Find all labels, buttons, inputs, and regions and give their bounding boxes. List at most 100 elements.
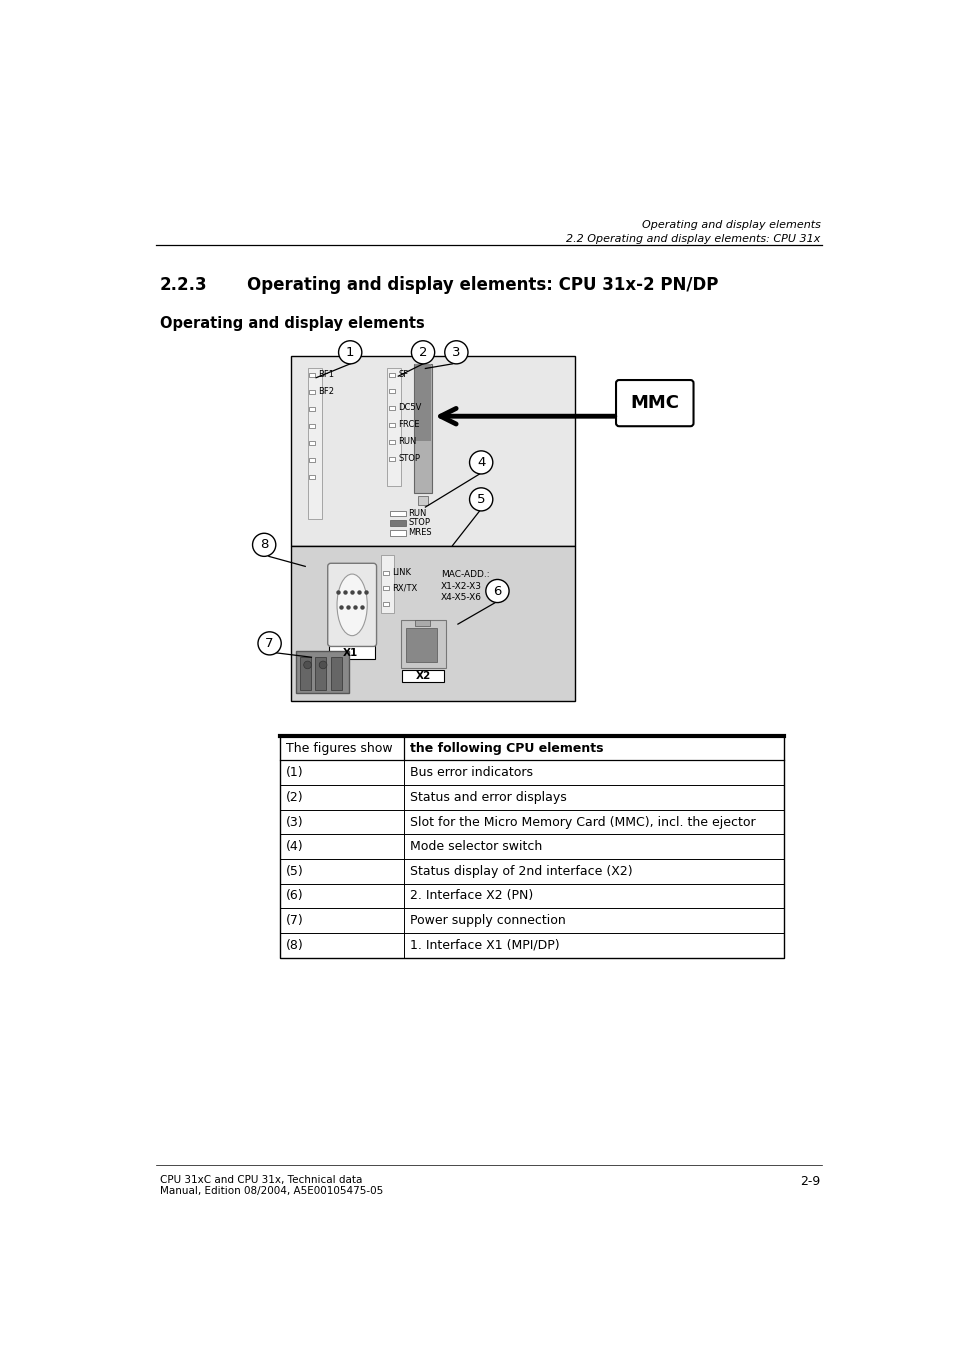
Bar	[279, 859, 783, 884]
Text: RUN: RUN	[408, 509, 426, 517]
Text: 2. Interface X2 (PN): 2. Interface X2 (PN)	[410, 889, 533, 902]
Circle shape	[253, 534, 275, 557]
Text: MRES: MRES	[408, 528, 432, 536]
Text: 8: 8	[260, 538, 268, 551]
Bar	[387, 367, 401, 485]
Bar	[309, 373, 315, 377]
Text: BF2: BF2	[317, 388, 334, 396]
Bar	[279, 785, 783, 809]
Bar	[402, 670, 443, 682]
Bar	[390, 520, 406, 526]
Text: 2-9: 2-9	[800, 1174, 820, 1188]
Text: (7): (7)	[286, 915, 303, 927]
Text: FRCE: FRCE	[397, 420, 419, 430]
Text: Bus error indicators: Bus error indicators	[410, 766, 533, 780]
Bar	[382, 571, 389, 574]
Bar	[295, 651, 348, 693]
Text: X1-X2-X3: X1-X2-X3	[440, 582, 481, 590]
Bar	[279, 761, 783, 785]
Text: X1: X1	[342, 647, 357, 658]
Text: (2): (2)	[286, 790, 303, 804]
Text: 7: 7	[265, 636, 274, 650]
Text: 3: 3	[452, 346, 460, 359]
Text: (3): (3)	[286, 816, 303, 828]
Text: 5: 5	[476, 493, 485, 505]
Text: the following CPU elements: the following CPU elements	[410, 742, 602, 755]
Text: X4-X5-X6: X4-X5-X6	[440, 593, 481, 603]
Bar	[329, 644, 375, 659]
FancyBboxPatch shape	[328, 563, 376, 646]
Text: (6): (6)	[286, 889, 303, 902]
Bar	[381, 555, 394, 612]
Bar	[389, 389, 395, 393]
Text: Status display of 2nd interface (X2): Status display of 2nd interface (X2)	[410, 865, 632, 878]
Text: 1. Interface X1 (MPI/DP): 1. Interface X1 (MPI/DP)	[410, 939, 558, 951]
Ellipse shape	[336, 574, 367, 636]
Text: Operating and display elements: Operating and display elements	[641, 220, 820, 230]
Bar	[382, 601, 389, 605]
Circle shape	[411, 340, 435, 363]
Circle shape	[257, 632, 281, 655]
Text: STOP: STOP	[408, 517, 430, 527]
Text: 2.2.3: 2.2.3	[159, 276, 207, 295]
Bar	[415, 620, 430, 627]
Bar	[279, 908, 783, 934]
Bar	[307, 367, 321, 519]
FancyBboxPatch shape	[616, 380, 693, 426]
Text: Operating and display elements: Operating and display elements	[159, 316, 424, 331]
Bar	[309, 390, 315, 394]
Bar	[390, 530, 406, 535]
Text: Manual, Edition 08/2004, A5E00105475-05: Manual, Edition 08/2004, A5E00105475-05	[159, 1186, 382, 1196]
Text: 4: 4	[476, 455, 485, 469]
Circle shape	[303, 661, 311, 669]
Text: LINK: LINK	[392, 567, 411, 577]
Bar	[389, 423, 395, 427]
Bar	[309, 458, 315, 462]
Text: RUN: RUN	[397, 438, 416, 446]
Circle shape	[469, 488, 493, 511]
Text: CPU 31xC and CPU 31x, Technical data: CPU 31xC and CPU 31x, Technical data	[159, 1174, 361, 1185]
Bar	[417, 496, 428, 505]
Bar	[291, 357, 575, 546]
Bar	[279, 884, 783, 908]
Text: (1): (1)	[286, 766, 303, 780]
Circle shape	[469, 451, 493, 474]
Bar	[279, 736, 783, 958]
Bar	[291, 546, 575, 701]
Text: RX/TX: RX/TX	[392, 584, 416, 593]
Bar	[279, 835, 783, 859]
Bar	[406, 628, 436, 662]
Bar	[279, 809, 783, 835]
Bar	[309, 407, 315, 411]
Text: Slot for the Micro Memory Card (MMC), incl. the ejector: Slot for the Micro Memory Card (MMC), in…	[410, 816, 755, 828]
Text: The figures show: The figures show	[286, 742, 392, 755]
Text: Operating and display elements: CPU 31x-2 PN/DP: Operating and display elements: CPU 31x-…	[247, 276, 718, 295]
Bar	[299, 657, 311, 689]
Text: BF1: BF1	[317, 370, 334, 380]
Text: STOP: STOP	[397, 454, 420, 463]
Bar	[309, 424, 315, 428]
Bar	[389, 440, 395, 444]
Bar	[315, 657, 326, 689]
Text: Mode selector switch: Mode selector switch	[410, 840, 541, 852]
Text: MMC: MMC	[630, 394, 679, 412]
Bar	[400, 620, 445, 667]
Circle shape	[319, 661, 327, 669]
Bar	[279, 736, 783, 761]
Text: X2: X2	[415, 671, 430, 681]
Bar	[390, 511, 406, 516]
Bar	[382, 586, 389, 590]
Bar	[309, 440, 315, 444]
Text: (4): (4)	[286, 840, 303, 852]
Text: SF: SF	[397, 370, 408, 380]
Text: 2: 2	[418, 346, 427, 359]
Bar	[389, 373, 395, 377]
Circle shape	[485, 580, 509, 603]
Bar	[309, 474, 315, 478]
Text: Status and error displays: Status and error displays	[410, 790, 566, 804]
Circle shape	[444, 340, 468, 363]
Circle shape	[338, 340, 361, 363]
Text: (8): (8)	[286, 939, 303, 951]
Text: DC5V: DC5V	[397, 403, 421, 412]
Bar	[389, 457, 395, 461]
